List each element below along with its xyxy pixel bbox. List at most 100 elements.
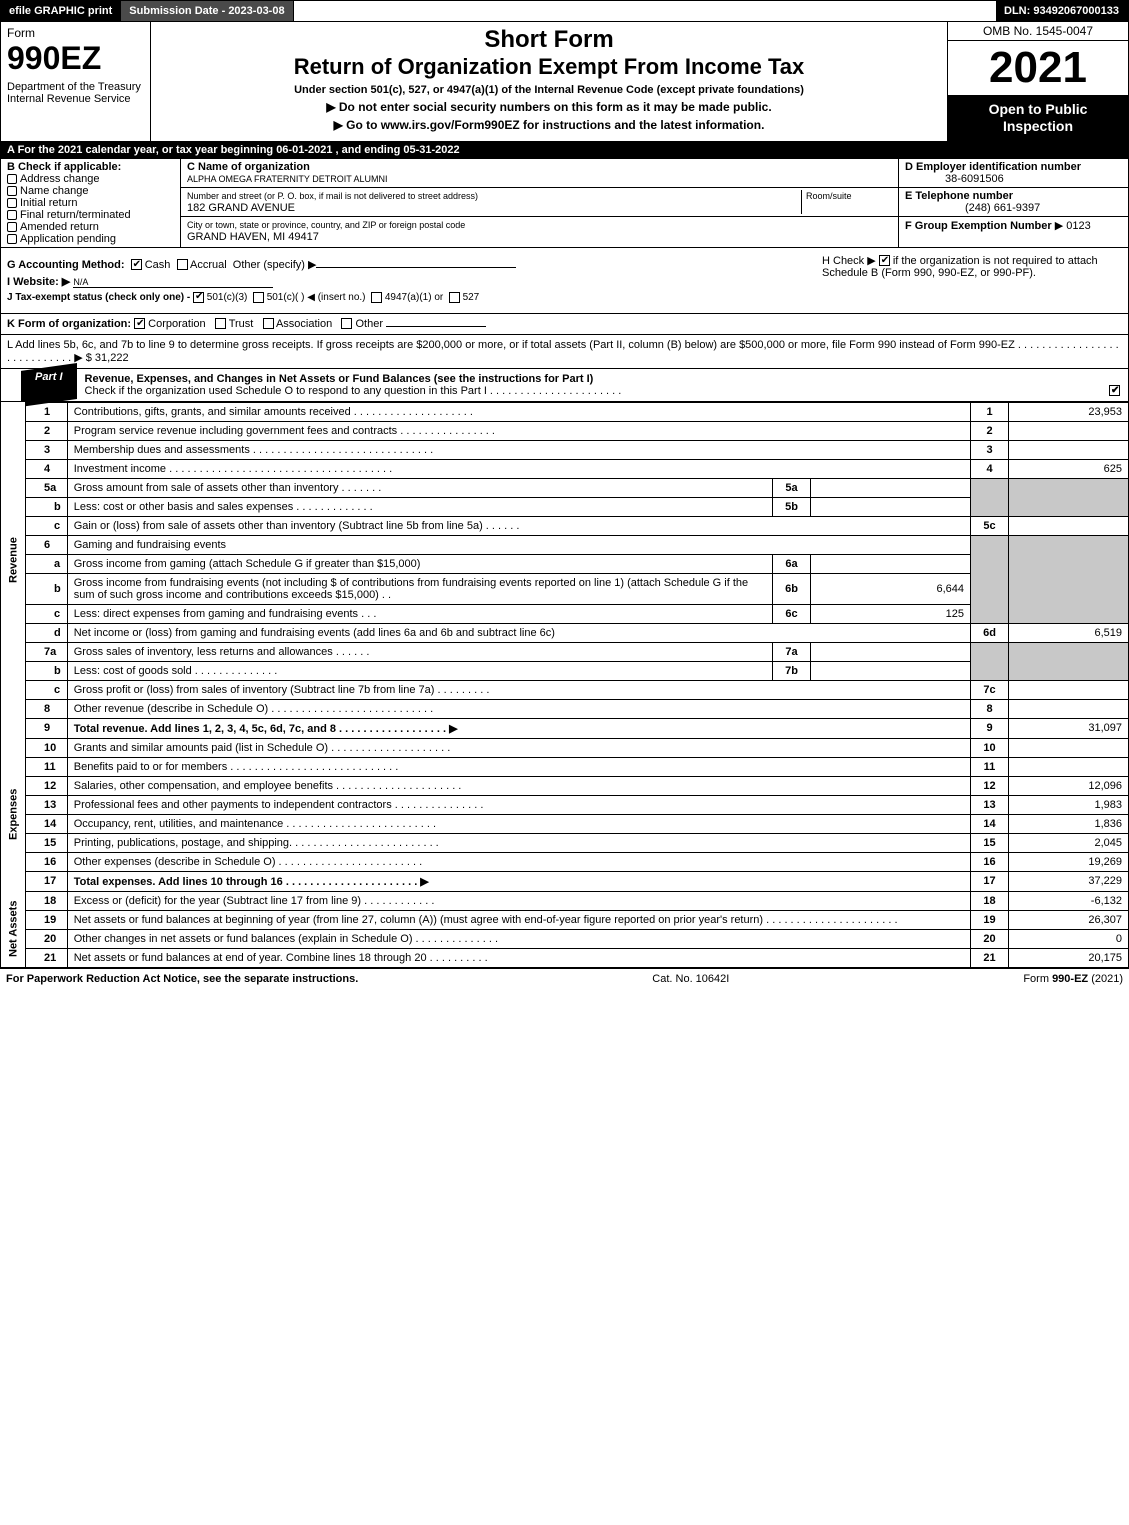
table-row: c Gain or (loss) from sale of assets oth… xyxy=(1,516,1129,535)
table-row: b Less: cost of goods sold . . . . . . .… xyxy=(1,661,1129,680)
line-text: Other expenses (describe in Schedule O) … xyxy=(67,852,970,871)
other-input[interactable] xyxy=(316,267,516,268)
form-id-block: Form 990EZ Department of the Treasury In… xyxy=(1,22,151,141)
row-k: K Form of organization: Corporation Trus… xyxy=(0,314,1129,335)
checkbox-icon[interactable] xyxy=(879,255,890,266)
omb-number: OMB No. 1545-0047 xyxy=(948,22,1128,41)
line-j: J Tax-exempt status (check only one) - 5… xyxy=(7,292,822,303)
cb-amended-return[interactable]: Amended return xyxy=(7,221,174,233)
form-right-block: OMB No. 1545-0047 2021 Open to Public In… xyxy=(948,22,1128,141)
phone-label: E Telephone number xyxy=(905,190,1013,202)
checkbox-icon[interactable] xyxy=(131,259,142,270)
line-amount: 0 xyxy=(1009,929,1129,948)
line-text: Net assets or fund balances at end of ye… xyxy=(67,948,970,967)
table-row: 7a Gross sales of inventory, less return… xyxy=(1,642,1129,661)
cb-initial-return[interactable]: Initial return xyxy=(7,197,174,209)
cb-address-change[interactable]: Address change xyxy=(7,173,174,185)
k-other-input[interactable] xyxy=(386,326,486,327)
phone-value: (248) 661-9397 xyxy=(905,202,1040,214)
col-b-checkboxes: B Check if applicable: Address change Na… xyxy=(1,159,181,247)
line-amount xyxy=(811,478,971,497)
part1-header: Part I Revenue, Expenses, and Changes in… xyxy=(0,369,1129,402)
checkbox-icon[interactable] xyxy=(134,318,145,329)
line-text: Gross profit or (loss) from sales of inv… xyxy=(67,680,970,699)
table-row: 4 Investment income . . . . . . . . . . … xyxy=(1,459,1129,478)
line-text: Gaming and fundraising events xyxy=(67,535,970,554)
goto-link-text: ▶ Go to www.irs.gov/Form990EZ for instru… xyxy=(334,118,765,132)
row-l: L Add lines 5b, 6c, and 7b to line 9 to … xyxy=(0,335,1129,369)
checkbox-icon[interactable] xyxy=(449,292,460,303)
cb-label: Address change xyxy=(20,173,100,185)
short-form-title: Short Form xyxy=(157,26,941,54)
line-g: G Accounting Method: Cash Accrual Other … xyxy=(7,258,822,271)
checkbox-icon[interactable] xyxy=(193,292,204,303)
line-amount xyxy=(1009,440,1129,459)
table-row: 15 Printing, publications, postage, and … xyxy=(1,833,1129,852)
cb-application-pending[interactable]: Application pending xyxy=(7,233,174,245)
page-footer: For Paperwork Reduction Act Notice, see … xyxy=(0,968,1129,989)
checkbox-icon[interactable] xyxy=(263,318,274,329)
line-amount: 1,983 xyxy=(1009,795,1129,814)
line-amount xyxy=(1009,738,1129,757)
j-501c3: 501(c)(3) xyxy=(207,292,248,303)
checkbox-icon[interactable] xyxy=(253,292,264,303)
line-amount: 31,097 xyxy=(1009,718,1129,738)
checkbox-icon xyxy=(7,210,17,220)
accrual-label: Accrual xyxy=(190,259,227,271)
line-text: Investment income . . . . . . . . . . . … xyxy=(67,459,970,478)
line-amount xyxy=(1009,421,1129,440)
table-row: Revenue 1 Contributions, gifts, grants, … xyxy=(1,402,1129,421)
checkbox-icon[interactable] xyxy=(371,292,382,303)
line-amount xyxy=(811,554,971,573)
side-expenses: Expenses xyxy=(1,738,26,891)
line-text: Salaries, other compensation, and employ… xyxy=(67,776,970,795)
checkbox-icon xyxy=(7,174,17,184)
line-text: Occupancy, rent, utilities, and maintena… xyxy=(67,814,970,833)
cb-label: Name change xyxy=(20,185,89,197)
line-amount: 6,644 xyxy=(811,573,971,604)
goto-link[interactable]: ▶ Go to www.irs.gov/Form990EZ for instru… xyxy=(157,118,941,132)
checkbox-icon[interactable] xyxy=(177,259,188,270)
checkbox-icon xyxy=(7,222,17,232)
tax-year: 2021 xyxy=(948,41,1128,95)
street-label: Number and street (or P. O. box, if mail… xyxy=(187,191,478,201)
line-amount xyxy=(811,661,971,680)
table-row: 13 Professional fees and other payments … xyxy=(1,795,1129,814)
table-row: 14 Occupancy, rent, utilities, and maint… xyxy=(1,814,1129,833)
table-row: Expenses 10 Grants and similar amounts p… xyxy=(1,738,1129,757)
line-text: Less: cost or other basis and sales expe… xyxy=(67,497,772,516)
cb-name-change[interactable]: Name change xyxy=(7,185,174,197)
checkbox-icon[interactable] xyxy=(1109,385,1120,396)
col-b-label: B Check if applicable: xyxy=(7,161,174,173)
line-text: Gross sales of inventory, less returns a… xyxy=(67,642,772,661)
checkbox-icon[interactable] xyxy=(215,318,226,329)
checkbox-icon[interactable] xyxy=(341,318,352,329)
ssn-warning: ▶ Do not enter social security numbers o… xyxy=(157,100,941,114)
group-label: F Group Exemption Number xyxy=(905,220,1052,232)
j-4947: 4947(a)(1) or xyxy=(385,292,443,303)
table-row: 8 Other revenue (describe in Schedule O)… xyxy=(1,699,1129,718)
line-text: Excess or (deficit) for the year (Subtra… xyxy=(67,891,970,910)
line-amount: -6,132 xyxy=(1009,891,1129,910)
table-row: 17 Total expenses. Add lines 10 through … xyxy=(1,871,1129,891)
org-name-label: C Name of organization xyxy=(187,161,310,173)
dln: DLN: 93492067000133 xyxy=(996,1,1128,21)
cb-final-return[interactable]: Final return/terminated xyxy=(7,209,174,221)
group-value: ▶ 0123 xyxy=(1055,220,1091,232)
line-amount: 37,229 xyxy=(1009,871,1129,891)
line-text: Gross amount from sale of assets other t… xyxy=(67,478,772,497)
form-word: Form xyxy=(7,26,144,40)
table-row: b Gross income from fundraising events (… xyxy=(1,573,1129,604)
line-amount: 12,096 xyxy=(1009,776,1129,795)
line-text: Net income or (loss) from gaming and fun… xyxy=(67,623,970,642)
line-amount xyxy=(811,642,971,661)
part1-title: Revenue, Expenses, and Changes in Net As… xyxy=(77,369,1128,401)
table-row: 16 Other expenses (describe in Schedule … xyxy=(1,852,1129,871)
form-top-block: Form 990EZ Department of the Treasury In… xyxy=(0,22,1129,142)
part1-tab: Part I xyxy=(21,363,77,407)
city-label: City or town, state or province, country… xyxy=(187,220,465,230)
header-bar: efile GRAPHIC print Submission Date - 20… xyxy=(0,0,1129,22)
row-a-tax-year: A For the 2021 calendar year, or tax yea… xyxy=(0,142,1129,159)
table-row: 21 Net assets or fund balances at end of… xyxy=(1,948,1129,967)
line-amount xyxy=(1009,680,1129,699)
